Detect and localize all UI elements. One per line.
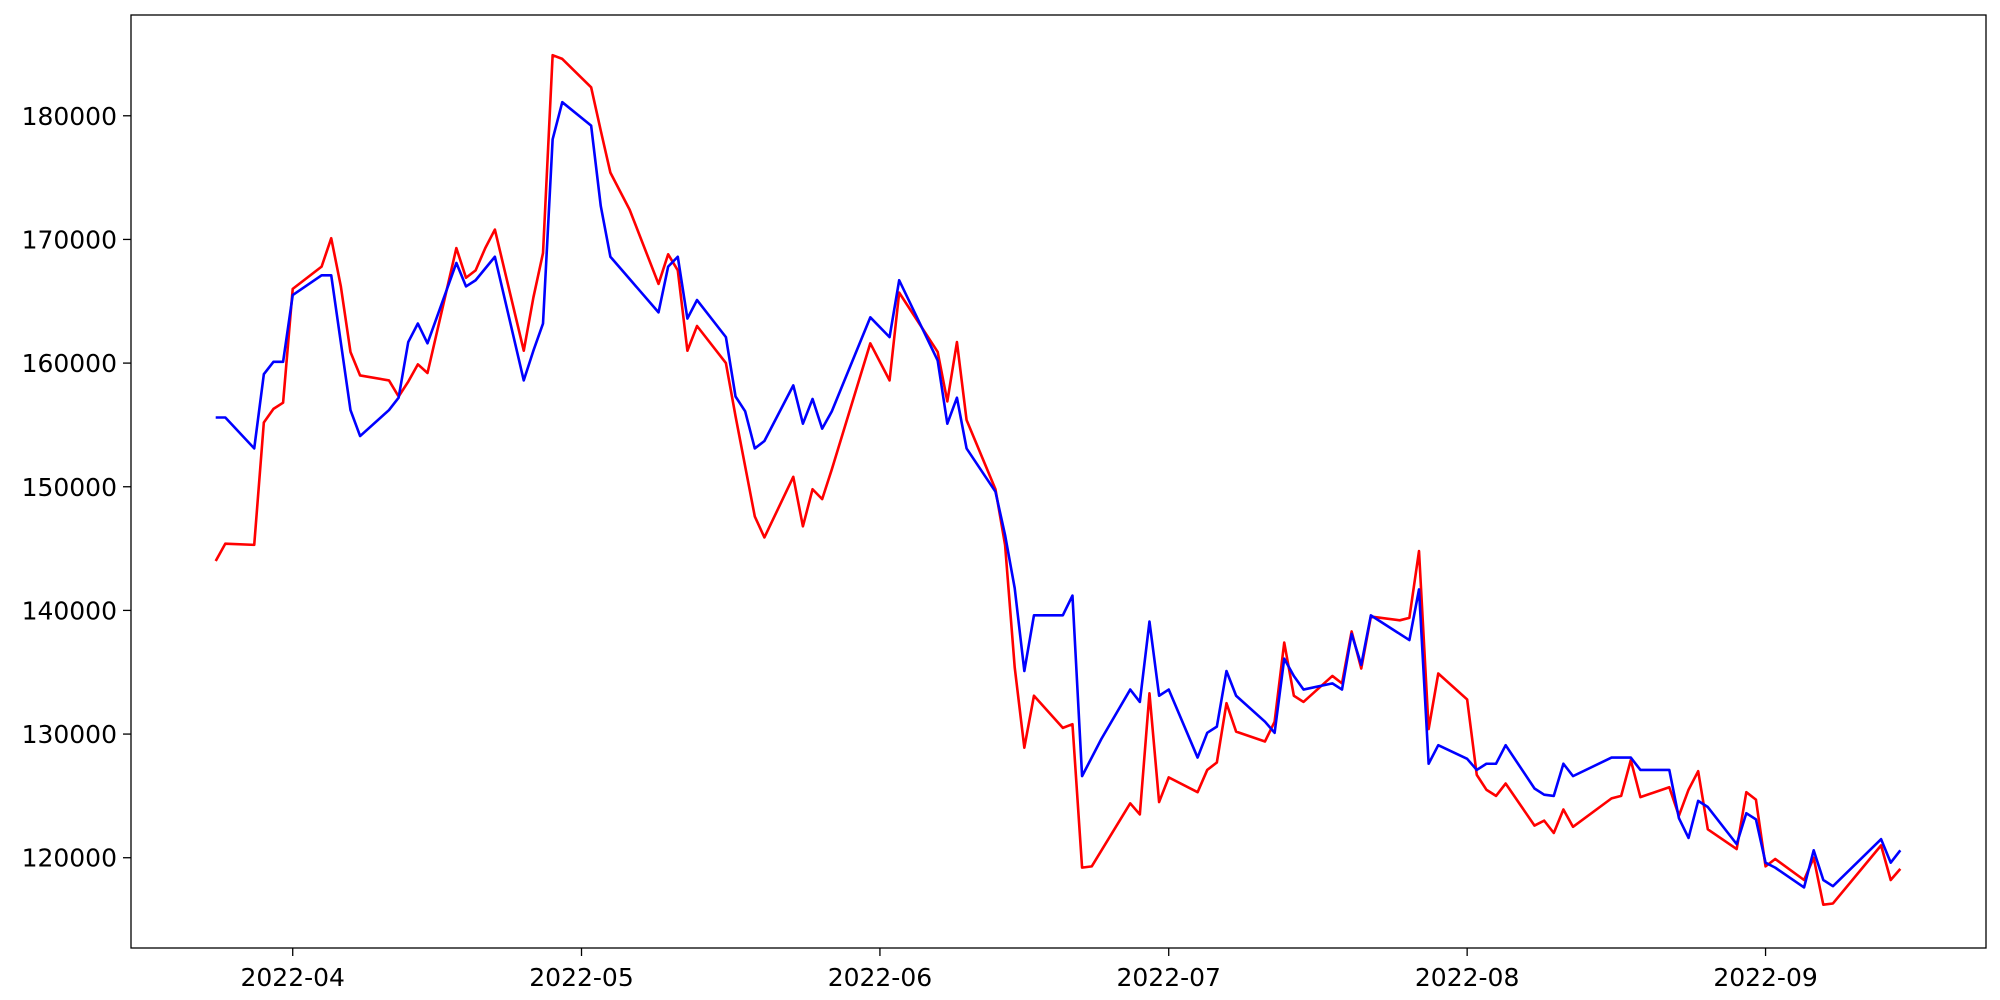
y-tick-label: 130000 xyxy=(22,720,117,749)
series-line xyxy=(215,100,1902,889)
x-tick-label: 2022-08 xyxy=(1415,963,1519,992)
series-line xyxy=(214,53,1902,907)
x-tick-label: 2022-06 xyxy=(828,963,932,992)
x-tick-label: 2022-09 xyxy=(1713,963,1817,992)
y-tick-label: 140000 xyxy=(22,596,117,625)
y-tick-label: 160000 xyxy=(22,349,117,378)
x-tick-label: 2022-07 xyxy=(1116,963,1220,992)
x-tick-label: 2022-05 xyxy=(529,963,633,992)
y-tick-label: 180000 xyxy=(22,102,117,131)
y-tick-label: 150000 xyxy=(22,473,117,502)
x-tick-label: 2022-04 xyxy=(240,963,344,992)
y-tick-label: 170000 xyxy=(22,225,117,254)
plot-frame xyxy=(130,14,1987,949)
y-tick-label: 120000 xyxy=(22,844,117,873)
